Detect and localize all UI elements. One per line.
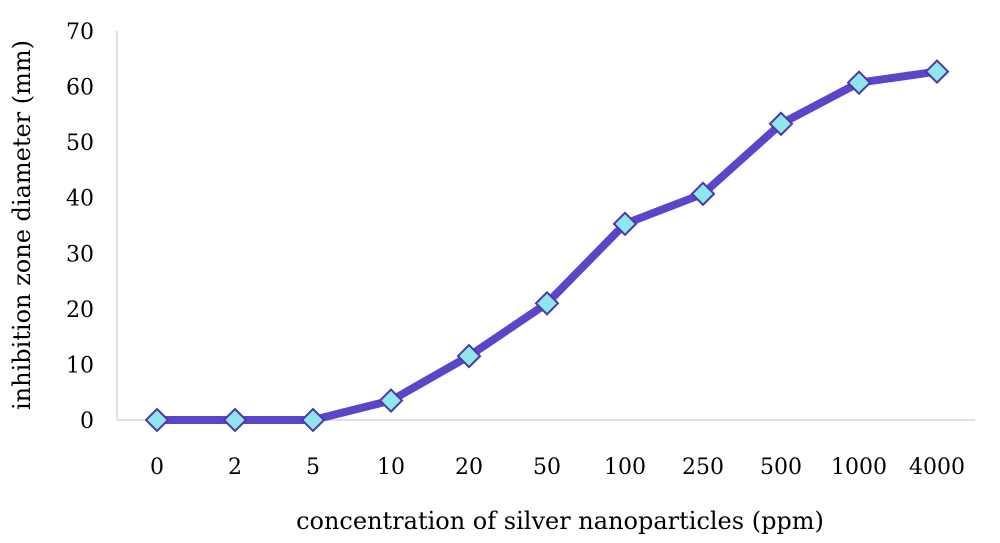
data-point-marker [144,407,170,433]
x-tick-label: 5 [306,455,320,480]
x-tick-label: 4000 [909,455,965,480]
data-point-marker [456,343,482,369]
data-point-marker [846,70,872,96]
x-tick-label: 100 [604,455,646,480]
x-tick-label: 250 [682,455,724,480]
y-tick-label: 0 [80,409,94,434]
data-point-marker [924,59,950,84]
y-tick-label: 50 [66,131,94,156]
data-point-marker [534,290,560,316]
y-tick-label: 40 [66,187,94,212]
series-line [153,67,941,424]
x-tick-label: 1000 [831,455,887,480]
x-tick-label: 10 [377,455,405,480]
x-tick-labels: 0 2 5 10 20 50 100 250 500 1000 4000 [150,455,965,480]
data-point-marker [768,111,794,137]
y-tick-label: 30 [66,242,94,267]
y-tick-label: 60 [66,76,94,101]
y-tick-label: 10 [66,353,94,378]
data-point-marker [612,211,638,237]
y-tick-labels: 0 10 20 30 40 50 60 70 [66,20,94,434]
x-tick-label: 0 [150,455,164,480]
y-tick-label: 70 [66,20,94,45]
data-markers [144,59,950,433]
data-point-marker [690,181,716,207]
x-tick-label: 20 [455,455,483,480]
x-tick-label: 2 [228,455,242,480]
x-axis-title: concentration of silver nanoparticles (p… [296,507,824,535]
data-point-marker [222,407,248,433]
y-axis-title: inhibition zone diameter (mm) [8,40,36,410]
x-tick-label: 500 [760,455,802,480]
data-point-marker [378,388,404,413]
x-tick-label: 50 [533,455,561,480]
y-tick-label: 20 [66,298,94,323]
data-point-marker [300,407,326,433]
